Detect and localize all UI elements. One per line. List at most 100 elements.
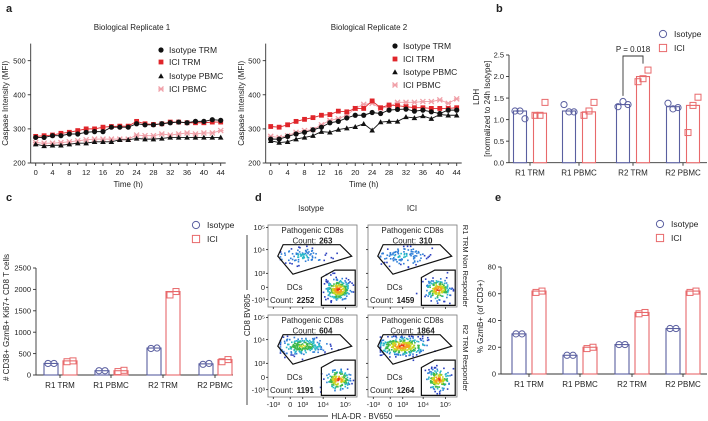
flow-event-dot	[336, 378, 338, 380]
flow-event-dot	[335, 384, 338, 386]
flow-event-dot	[441, 380, 444, 383]
flow-event-dot	[410, 348, 412, 350]
flow-event-dot	[388, 343, 391, 346]
flow-event-dot	[452, 367, 455, 370]
flow-event-dot	[410, 250, 413, 253]
flow-event-dot	[330, 256, 333, 259]
flow-event-dot	[338, 375, 341, 378]
flow-event-dot	[404, 353, 406, 355]
flow-event-dot	[420, 339, 422, 342]
flow-event-dot	[444, 383, 446, 386]
x-tick-label: 10⁴	[417, 400, 429, 409]
flow-event-dot	[407, 259, 409, 262]
flow-event-dot	[304, 249, 307, 252]
flow-event-dot	[412, 262, 415, 264]
data-point	[684, 129, 692, 137]
flow-event-dot	[341, 281, 343, 284]
data-point	[445, 107, 451, 113]
data-point	[83, 126, 89, 132]
flow-event-dot	[346, 379, 348, 381]
flow-event-dot	[330, 289, 333, 292]
data-point	[445, 112, 452, 118]
flow-event-dot	[379, 354, 382, 357]
data-point	[120, 366, 128, 374]
flow-event-dot	[385, 257, 388, 260]
flow-event-dot	[430, 367, 433, 370]
flow-event-dot	[409, 346, 411, 348]
data-point	[310, 115, 316, 121]
flow-event-dot	[293, 255, 295, 258]
legend-label: Isotype PBMC	[403, 67, 457, 77]
flow-event-dot	[432, 292, 434, 295]
flow-event-dot	[428, 281, 431, 284]
flow-event-dot	[417, 349, 420, 352]
flow-event-dot	[441, 382, 443, 385]
flow-event-dot	[439, 389, 442, 392]
flow-event-dot	[409, 342, 411, 345]
flow-event-dot	[340, 373, 342, 375]
flow-event-dot	[397, 249, 400, 252]
data-point	[327, 112, 333, 117]
flow-event-dot	[419, 337, 422, 340]
flow-event-dot	[348, 379, 350, 382]
flow-event-dot	[405, 342, 408, 345]
flow-event-dot	[298, 350, 301, 353]
flow-event-dot	[332, 285, 335, 288]
flow-event-dot	[327, 297, 329, 300]
flow-event-dot	[333, 378, 336, 381]
flow-event-dot	[279, 341, 282, 344]
legend-marker-circle	[658, 29, 668, 39]
flow-event-dot	[408, 347, 410, 350]
flow-event-dot	[413, 344, 415, 347]
flow-event-dot	[290, 248, 293, 250]
flow-event-dot	[399, 258, 402, 261]
flow-event-dot	[431, 378, 433, 381]
flow-event-dot	[398, 255, 401, 258]
flow-event-dot	[293, 259, 296, 262]
flow-event-dot	[290, 354, 292, 356]
flow-event-dot	[386, 261, 388, 264]
data-point	[116, 137, 123, 143]
flow-event-dot	[403, 342, 406, 344]
flow-event-dot	[291, 262, 293, 265]
flow-event-dot	[432, 378, 435, 381]
flow-event-dot	[328, 293, 331, 295]
flow-event-dot	[405, 349, 407, 351]
flow-event-dot	[290, 351, 293, 353]
flow-event-dot	[389, 257, 392, 260]
x-tick-label: 4	[286, 168, 290, 177]
flow-event-dot	[340, 280, 342, 283]
flow-event-dot	[306, 248, 309, 251]
data-point	[437, 106, 443, 111]
flow-event-dot	[331, 292, 334, 294]
data-point	[639, 75, 647, 83]
flow-event-dot	[329, 287, 332, 289]
flow-event-dot	[319, 386, 322, 389]
category-label: R1 PBMC	[93, 381, 129, 390]
flow-event-dot	[398, 350, 400, 352]
flow-event-dot	[413, 257, 415, 259]
flow-event-dot	[282, 336, 285, 338]
flow-event-dot	[417, 347, 419, 349]
flow-event-dot	[300, 352, 303, 355]
flow-event-dot	[443, 367, 445, 370]
flow-event-dot	[433, 388, 436, 391]
flow-event-dot	[404, 347, 406, 349]
data-point	[209, 130, 216, 136]
flow-event-dot	[343, 294, 346, 296]
flow-event-dot	[431, 247, 434, 250]
flow-event-dot	[402, 338, 404, 340]
flow-event-dot	[446, 290, 449, 292]
series-isotype-trm	[268, 106, 460, 142]
bar-ici	[685, 290, 701, 375]
flow-event-dot	[394, 335, 397, 338]
flow-event-dot	[331, 380, 333, 383]
flow-event-dot	[291, 252, 294, 255]
flow-event-dot	[296, 265, 299, 268]
flow-event-dot	[436, 289, 439, 291]
data-point	[284, 139, 291, 145]
flow-event-dot	[310, 346, 313, 349]
data-point	[428, 98, 435, 105]
flow-event-dot	[417, 345, 420, 348]
flow-event-dot	[405, 337, 408, 340]
